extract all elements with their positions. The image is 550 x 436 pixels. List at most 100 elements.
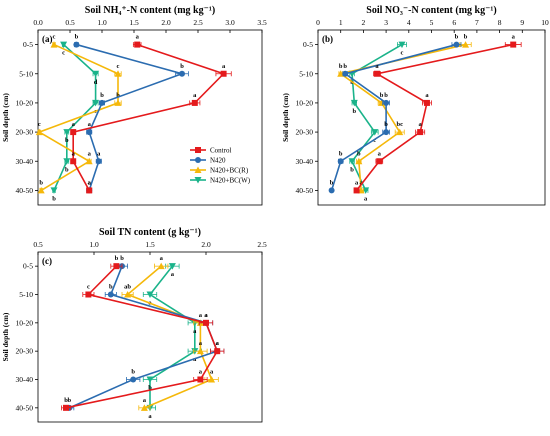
significance-letter: a: [425, 92, 429, 99]
data-point: [113, 263, 120, 270]
x-tick-label: 3.0: [225, 18, 235, 27]
significance-letter: a: [375, 63, 379, 70]
series-line: [355, 43, 514, 191]
legend: Control N420 N420+BC(R) N420+BC(W): [190, 147, 251, 185]
significance-letter: a: [136, 34, 140, 41]
x-axis-title: Soil NO₃⁻-N content (mg kg⁻¹): [366, 5, 496, 16]
data-point: [95, 158, 102, 165]
significance-letter: b: [131, 369, 135, 376]
significance-letter: a: [199, 369, 203, 376]
panel-tag: (a): [42, 34, 53, 44]
data-point: [63, 158, 71, 165]
significance-letter: c: [87, 284, 90, 291]
legend-marker: [195, 157, 201, 163]
significance-letter: a: [88, 121, 92, 128]
significance-letter: b: [116, 92, 120, 99]
y-tick-label: 5-10: [299, 69, 313, 78]
significance-letter: b: [109, 284, 113, 291]
y-tick-label: 40-50: [296, 186, 314, 195]
data-point: [220, 70, 227, 77]
y-tick-label: 20-30: [16, 128, 34, 137]
data-point: [355, 157, 363, 165]
data-point: [70, 158, 77, 165]
legend-marker: [194, 177, 202, 184]
data-point: [130, 376, 137, 383]
y-tick-label: 20-30: [296, 128, 314, 137]
significance-letter: bc: [396, 121, 403, 128]
series-line: [338, 43, 466, 191]
y-tick-label: 40-50: [16, 186, 34, 195]
panel-0: Soil NH₄⁺-N content (mg kg⁻¹) 0.0 0.5 1.0 1.…: [1, 5, 267, 206]
x-tick-label: 2.5: [257, 240, 267, 249]
series-control: a a a a a a: [353, 34, 522, 194]
series-line: [330, 43, 457, 191]
legend-label: Control: [210, 147, 231, 155]
data-point: [328, 187, 335, 194]
significance-letter: b: [330, 179, 334, 186]
series-line: [37, 43, 119, 192]
data-point: [85, 291, 92, 298]
panel-1: Soil NO₃⁻-N content (mg kg⁻¹) 0 1 2 3 4 5 6 7 8 9 1…: [281, 5, 549, 206]
significance-letter: a: [171, 271, 175, 278]
series-line: [72, 43, 226, 191]
data-point: [168, 263, 176, 270]
data-point: [337, 158, 344, 165]
y-tick-label: 20-30: [16, 347, 34, 356]
data-point: [92, 99, 100, 107]
y-tick-label: 0-5: [23, 262, 33, 271]
y-tick-label: 10-20: [296, 98, 314, 107]
series-line: [126, 265, 213, 409]
significance-letter: b: [357, 150, 361, 157]
significance-letter: c: [117, 63, 120, 70]
significance-letter: b: [148, 385, 152, 392]
data-point: [398, 41, 406, 49]
significance-letter: b: [384, 121, 388, 128]
data-point: [348, 158, 356, 165]
data-point: [63, 129, 71, 136]
legend-label: N420+BC(W): [210, 177, 251, 185]
significance-letter: b: [65, 137, 69, 144]
y-tick-label: 0-5: [23, 40, 33, 49]
y-tick-label: 5-10: [19, 290, 33, 299]
data-point: [35, 128, 43, 136]
significance-letter: b: [343, 63, 347, 70]
significance-letter: a: [216, 340, 220, 347]
data-point: [50, 187, 58, 194]
significance-letter: b: [120, 255, 124, 262]
significance-letter: b: [339, 63, 343, 70]
x-tick-label: 4: [407, 18, 411, 27]
data-point: [114, 70, 122, 77]
data-point: [124, 291, 132, 298]
x-axis-title: Soil NH₄⁺-N content (mg kg⁻¹): [85, 5, 215, 16]
x-tick-label: 1.0: [97, 18, 107, 27]
data-point: [353, 187, 360, 194]
data-point: [134, 41, 141, 48]
x-tick-label: 6: [452, 18, 456, 27]
data-point: [99, 99, 105, 106]
significance-letter: b: [39, 179, 43, 186]
data-point: [214, 348, 221, 355]
y-axis-label: Soil depth (cm): [1, 93, 10, 142]
x-tick-label: 2.5: [193, 18, 203, 27]
significance-letter: a: [204, 312, 208, 319]
significance-letter: b: [75, 34, 79, 41]
significance-letter: b: [180, 63, 184, 70]
significance-letter: c: [38, 121, 41, 128]
data-point: [86, 129, 93, 136]
significance-letter: b: [68, 397, 72, 404]
data-point: [453, 41, 460, 48]
significance-letter: a: [364, 195, 368, 202]
plot-frame: [37, 29, 263, 206]
series-control: b c a a a b: [61, 255, 225, 411]
data-point: [362, 187, 370, 194]
significance-letter: a: [148, 413, 152, 420]
x-tick-label: 1: [339, 18, 343, 27]
significance-letter: a: [355, 179, 359, 186]
x-axis-title: Soil TN content (g kg⁻¹): [99, 227, 201, 238]
y-tick-label: 30-40: [16, 375, 34, 384]
series-line: [76, 43, 185, 191]
data-point: [146, 291, 154, 298]
